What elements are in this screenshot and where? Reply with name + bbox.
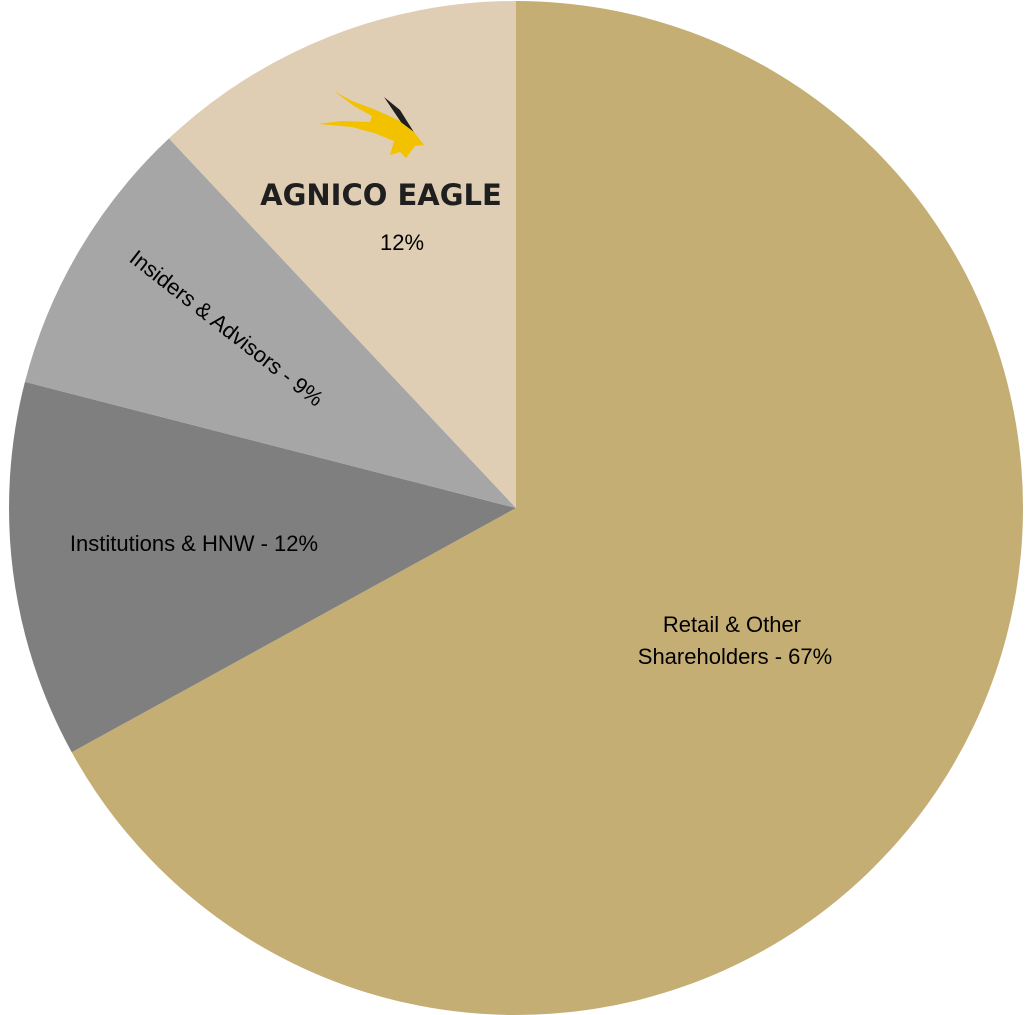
eagle-icon <box>318 91 424 158</box>
slice-label-agnico: 12% <box>380 230 424 255</box>
slice-label-retail: Retail & Other Shareholders - 67% <box>638 612 832 669</box>
slice-label-institutions: Institutions & HNW - 12% <box>70 531 318 556</box>
slice-label-retail-line1: Retail & Other <box>663 612 801 637</box>
pie-slice-retail <box>71 1 1023 1015</box>
slice-label-retail-line2: Shareholders - 67% <box>638 644 832 669</box>
pie-slice-institutions <box>9 381 517 753</box>
pie-slice-agnico <box>168 1 516 508</box>
eagle-body <box>318 91 424 158</box>
logo-text: AGNICO EAGLE <box>260 178 502 212</box>
pie-slices <box>9 1 1023 1015</box>
pie-slice-insiders <box>24 138 516 508</box>
agnico-eagle-logo: AGNICO EAGLE <box>260 91 502 212</box>
